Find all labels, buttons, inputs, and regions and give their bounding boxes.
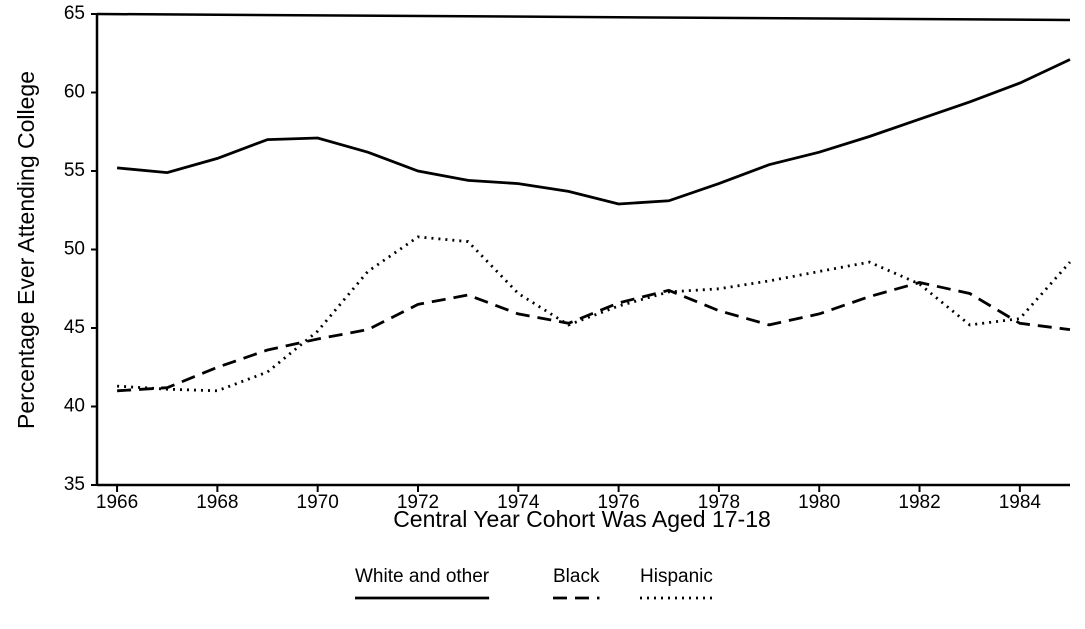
x-tick-label: 1976	[597, 492, 639, 513]
top-frame	[96, 12, 1071, 22]
x-tick-label: 1982	[898, 492, 940, 513]
y-axis-label: Percentage Ever Attending College	[13, 71, 39, 429]
y-tick-label: 35	[64, 474, 85, 495]
x-tick-label: 1970	[297, 492, 339, 513]
y-tick-label: 65	[64, 3, 85, 24]
legend-label: White and other	[355, 566, 490, 587]
x-tick-label: 1968	[196, 492, 238, 513]
y-tick-label: 40	[64, 396, 85, 417]
x-tick-label: 1974	[497, 492, 540, 513]
y-tick-label: 55	[64, 160, 85, 181]
y-tick-label: 60	[64, 82, 85, 103]
x-tick-label: 1980	[798, 492, 840, 513]
x-tick-label: 1966	[96, 492, 138, 513]
y-tick-label: 50	[64, 239, 85, 260]
x-tick-label: 1972	[397, 492, 439, 513]
x-tick-label: 1978	[698, 492, 740, 513]
legend-label: Black	[553, 566, 600, 587]
series-line	[117, 235, 1072, 393]
series-line	[116, 58, 1071, 206]
x-tick-label: 1984	[999, 492, 1042, 513]
series-line	[117, 281, 1071, 393]
legend-label: Hispanic	[640, 566, 713, 587]
x-axis-label: Central Year Cohort Was Aged 17-18	[393, 506, 771, 532]
y-tick-label: 45	[64, 317, 85, 338]
